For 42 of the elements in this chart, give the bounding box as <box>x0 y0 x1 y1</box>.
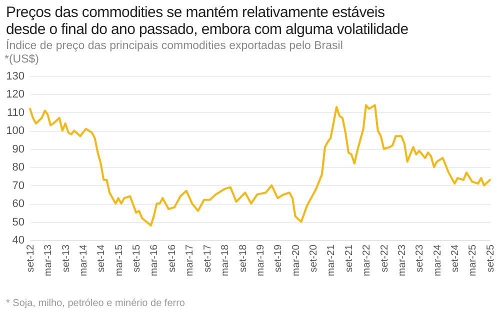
x-tick-label: set-25 <box>486 244 496 272</box>
line-series <box>29 104 491 226</box>
x-tick-label: mar-23 <box>396 244 408 276</box>
x-tick-label: set-15 <box>132 244 143 272</box>
x-tick-label: mar-13 <box>43 244 54 276</box>
x-tick-label: mar-24 <box>432 244 444 276</box>
x-tick-label: mar-17 <box>184 244 196 276</box>
y-tick-label: 110 <box>6 106 24 119</box>
x-tick-label: set-16 <box>167 244 178 272</box>
x-tick-label: mar-16 <box>149 244 160 276</box>
chart-title: Preços das commodities se mantém relativamente estáveis desde o final do ano passado, embora com alguma volatilidade <box>6 4 410 38</box>
x-tick-label: mar-20 <box>290 244 302 276</box>
x-tick-label: set-14 <box>96 244 108 272</box>
x-tick-label: set-18 <box>238 244 249 272</box>
x-tick-label: set-19 <box>273 244 284 272</box>
y-tick-label: 120 <box>6 88 24 101</box>
x-tick-label: set-20 <box>308 244 320 272</box>
y-tick-label: 90 <box>12 143 24 156</box>
y-tick-label: 50 <box>12 216 24 228</box>
x-tick-label: mar-14 <box>78 244 90 276</box>
x-tick-label: mar-25 <box>468 244 479 276</box>
y-tick-label: 70 <box>12 180 24 192</box>
x-tick-label: mar-15 <box>114 244 125 276</box>
x-tick-label: set-13 <box>60 244 72 272</box>
y-axis-title: *(US$) <box>4 54 40 66</box>
x-tick-label: set-23 <box>414 244 426 272</box>
x-tick-label: set-21 <box>344 244 355 272</box>
x-tick-label: mar-19 <box>255 244 266 276</box>
y-tick-label: 60 <box>12 198 24 210</box>
x-tick-label: set-22 <box>379 244 390 272</box>
y-tick-label: 130 <box>6 70 24 82</box>
y-tick-label: 100 <box>6 125 24 138</box>
x-tick-label: set-17 <box>202 244 214 272</box>
text: * Soja, milho, petróleo e minério de ferro <box>6 298 185 310</box>
x-tick-label: mar-22 <box>361 244 372 276</box>
chart-subtitle: Índice de preço das principais commodities exportadas pelo Brasil <box>6 40 343 53</box>
x-tick-label: mar-18 <box>220 244 231 276</box>
y-tick-label: 80 <box>12 162 24 174</box>
x-tick-label: set-24 <box>450 244 462 272</box>
x-tick-label: mar-21 <box>326 244 338 276</box>
x-tick-label: set-12 <box>26 244 36 272</box>
y-tick-label: 40 <box>12 234 24 246</box>
